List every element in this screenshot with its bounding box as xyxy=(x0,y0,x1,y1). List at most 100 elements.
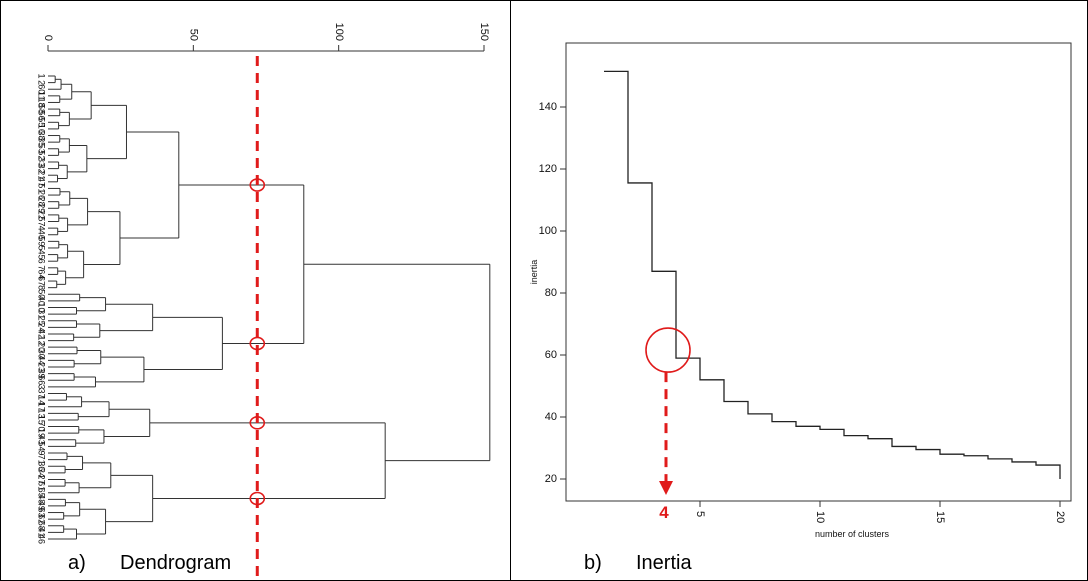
dendrogram-leaf-label: 57 xyxy=(37,217,47,227)
inertia-y-tick-label: 80 xyxy=(545,287,557,299)
inertia-panel: 20 40 60 80 100 120 140 5 10 15 20 number of cluste… xyxy=(510,0,1088,581)
dendrogram-leaf-label: 65 xyxy=(37,488,47,498)
dendrogram-leaf-label: 48 xyxy=(37,494,47,504)
dendrogram-leaf-label: 35 xyxy=(37,137,47,147)
inertia-y-tick-label: 60 xyxy=(545,349,557,361)
inertia-x-axis-title: number of clusters xyxy=(815,529,890,539)
dendrogram-leaf-label: 47 xyxy=(37,177,47,187)
dendrogram-leaf-label: 9 xyxy=(37,451,47,456)
inertia-x-tick-label: 5 xyxy=(694,511,706,517)
dendrogram-leaf-label: 43 xyxy=(37,435,47,445)
dendrogram-leaf-label: 56 xyxy=(37,111,47,121)
inertia-elbow-circle xyxy=(645,327,691,373)
dendrogram-chart: 0 50 100 1501260111858565516383553523332214… xyxy=(37,23,491,577)
dendrogram-leaf-label: 46 xyxy=(37,230,47,240)
inertia-y-axis-title: inertia xyxy=(529,260,539,285)
dendrogram-leaf-label: 44 xyxy=(37,355,47,365)
dendrogram-leaf-label: 12 xyxy=(37,336,47,346)
inertia-y-tick-label: 20 xyxy=(545,473,557,485)
inertia-elbow-arrowhead xyxy=(659,481,673,495)
dendrogram-leaf-label: 25 xyxy=(37,316,47,326)
dendrogram-leaf-label: 59 xyxy=(37,236,47,246)
dendrogram-axis-tick-label: 100 xyxy=(333,23,345,41)
dendrogram-leaf-label: 39 xyxy=(37,369,47,379)
dendrogram-caption: a) Dendrogram xyxy=(68,552,231,575)
dendrogram-leaf-label: 33 xyxy=(37,157,47,167)
dendrogram-leaf-label: 13 xyxy=(37,408,47,418)
dendrogram-leaf-label: 31 xyxy=(37,309,47,319)
caption-letter-b: b) xyxy=(584,552,602,574)
dendrogram-leaf-label: 17 xyxy=(37,402,47,412)
dendrogram-leaf-label: 55 xyxy=(37,117,47,127)
dendrogram-leaf-label: 64 xyxy=(37,269,47,279)
dendrogram-leaf-label: 68 xyxy=(37,521,47,531)
inertia-step-line xyxy=(604,70,1061,479)
dendrogram-leaf-label: 21 xyxy=(37,170,47,180)
inertia-k-label: 4 xyxy=(659,503,669,522)
dendrogram-leaf-label: 41 xyxy=(37,527,47,537)
dendrogram-leaf-label: 54 xyxy=(37,441,47,451)
inertia-caption: b) Inertia xyxy=(584,552,692,575)
dendrogram-leaf-label: 46 xyxy=(37,534,47,544)
dendrogram-cut-marker xyxy=(249,178,266,192)
inertia-y-tick-label: 100 xyxy=(539,225,557,237)
dendrogram-leaf-label: 7 xyxy=(37,265,47,270)
dendrogram-axis-tick-label: 0 xyxy=(42,35,54,41)
dendrogram-leaf-label: 62 xyxy=(37,514,47,524)
dendrogram-leaf-label: 63 xyxy=(37,508,47,518)
dendrogram-cut-marker xyxy=(249,416,266,430)
dendrogram-leaf-label: 30 xyxy=(37,349,47,359)
dendrogram-leaf-label: 42 xyxy=(37,329,47,339)
dendrogram-leaf-label: 16 xyxy=(37,124,47,134)
dendrogram-panel: 0 50 100 150 1 2 60 11 18 58 56 55 16 38 35 53 52 33 32 21 4… xyxy=(0,0,511,581)
dendrogram-leaf-label: 23 xyxy=(37,362,47,372)
dendrogram-leaf-label: 28 xyxy=(37,197,47,207)
dendrogram-leaf-label: 19 xyxy=(37,428,47,438)
dendrogram-leaf-label: 3 xyxy=(37,384,47,389)
caption-title-b: Inertia xyxy=(636,552,692,574)
caption-letter-a: a) xyxy=(68,552,86,574)
dendrogram-leaf-label: 15 xyxy=(37,415,47,425)
dendrogram-leaf-label: 52 xyxy=(37,150,47,160)
dendrogram-cut-marker xyxy=(249,336,266,351)
inertia-y-tick-label: 140 xyxy=(539,101,557,113)
inertia-x-tick-label: 20 xyxy=(1054,511,1066,523)
dendrogram-leaf-label: 53 xyxy=(37,144,47,154)
dendrogram-leaf-label: 29 xyxy=(37,203,47,213)
dendrogram-leaf-label: 51 xyxy=(37,183,47,193)
dendrogram-leaf-label: 61 xyxy=(37,481,47,491)
dendrogram-leaf-label: 11 xyxy=(37,91,47,100)
dendrogram-leaf-label: 1 xyxy=(37,73,47,78)
dendrogram-leaf-label: 26 xyxy=(37,190,47,200)
dendrogram-leaf-label: 27 xyxy=(37,474,47,484)
dendrogram-leaf-label: 24 xyxy=(37,322,47,332)
dendrogram-leaf-label: 58 xyxy=(37,104,47,114)
dendrogram-leaf-label: 60 xyxy=(37,84,47,94)
dendrogram-cut-marker xyxy=(249,491,266,506)
inertia-y-tick-label: 120 xyxy=(539,163,557,175)
caption-title-a: Dendrogram xyxy=(120,552,232,574)
dendrogram-leaf-label: 6 xyxy=(37,259,47,264)
dendrogram-leaf-label: 34 xyxy=(37,468,47,478)
dendrogram-leaf-label: 20 xyxy=(37,342,47,352)
dendrogram-leaf-label: 71 xyxy=(37,455,47,465)
dendrogram-leaf-label: 66 xyxy=(37,375,47,385)
dendrogram-leaf-label: 50 xyxy=(37,289,47,299)
inertia-x-tick-label: 10 xyxy=(814,511,826,523)
dendrogram-leaf-label: 70 xyxy=(37,422,47,432)
dendrogram-leaf-label: 2 xyxy=(37,80,47,85)
dendrogram-leaf-label: 5 xyxy=(37,245,47,250)
inertia-plot-frame xyxy=(565,42,1072,502)
inertia-x-tick-label: 15 xyxy=(934,511,946,523)
inertia-chart: 20 40 60 80 100 120 140 5 10 15 20 number of cluste… xyxy=(529,42,1072,539)
dendrogram-leaf-label: 8 xyxy=(37,285,47,290)
dendrogram-leaf-label: 10 xyxy=(37,302,47,312)
dendrogram-leaf-label: 49 xyxy=(37,501,47,511)
inertia-y-tick-label: 40 xyxy=(545,411,557,423)
dendrogram-leaf-label: 32 xyxy=(37,164,47,174)
dendrogram-leaf-label: 40 xyxy=(37,296,47,306)
dendrogram-leaf-label: 36 xyxy=(37,461,47,471)
dendrogram-axis-tick-label: 50 xyxy=(187,29,199,41)
dendrogram-leaf-label: 4 xyxy=(37,226,47,231)
